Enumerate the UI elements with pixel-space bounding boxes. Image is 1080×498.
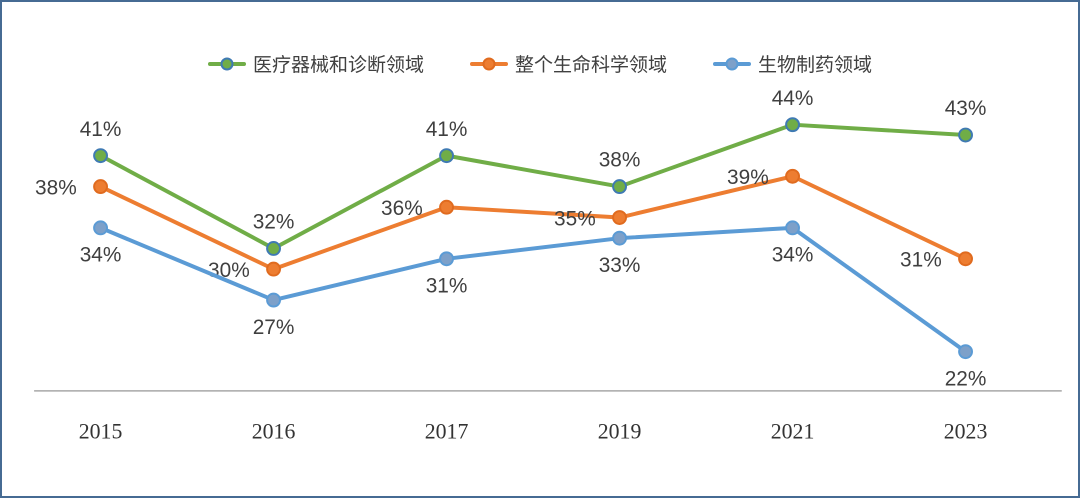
legend-dot-blue-icon xyxy=(725,57,739,70)
x-tick-label-2015: 2015 xyxy=(79,419,123,443)
legend-label-life-sciences: 整个生命科学领域 xyxy=(514,55,667,76)
legend-label-medical-devices: 医疗器械和诊断领域 xyxy=(252,55,424,76)
data-label: 36% xyxy=(381,197,423,220)
data-point-marker-icon xyxy=(439,251,454,267)
data-label: 33% xyxy=(599,254,641,277)
x-tick-label-2016: 2016 xyxy=(252,419,296,443)
data-point-marker-icon xyxy=(93,148,108,164)
data-point-marker-icon xyxy=(266,261,281,277)
series-line-1 xyxy=(98,174,968,272)
data-label: 30% xyxy=(208,259,250,282)
legend-item-biopharma: 生物制药领域 xyxy=(713,50,872,77)
legend-label-biopharma: 生物制药领域 xyxy=(758,55,873,76)
data-label: 38% xyxy=(599,149,641,172)
data-label: 27% xyxy=(253,316,295,339)
series-line-0 xyxy=(98,122,968,251)
x-tick-label-2021: 2021 xyxy=(771,419,815,443)
series-line-2 xyxy=(98,225,968,354)
legend-line-orange-icon xyxy=(469,57,508,70)
x-tick-label-2019: 2019 xyxy=(598,419,642,443)
data-point-marker-icon xyxy=(958,251,973,267)
data-label: 31% xyxy=(426,275,468,298)
data-label: 35% xyxy=(554,207,596,230)
data-label: 41% xyxy=(80,118,122,141)
chart-legend: 医疗器械和诊断领域 整个生命科学领域 生物制药领域 xyxy=(2,50,1078,77)
data-point-marker-icon xyxy=(958,127,973,143)
data-point-marker-icon xyxy=(612,230,627,246)
data-point-marker-icon xyxy=(958,344,973,360)
legend-item-medical-devices: 医疗器械和诊断领域 xyxy=(207,50,424,77)
data-point-marker-icon xyxy=(785,168,800,184)
legend-item-life-sciences: 整个生命科学领域 xyxy=(469,50,667,77)
legend-line-blue-icon xyxy=(713,57,751,70)
data-label: 38% xyxy=(35,177,77,200)
data-label: 31% xyxy=(900,249,942,272)
data-label: 32% xyxy=(253,211,295,234)
data-point-marker-icon xyxy=(785,220,800,236)
data-point-marker-icon xyxy=(612,179,627,195)
legend-dot-orange-icon xyxy=(482,57,496,70)
data-label: 44% xyxy=(772,87,814,110)
data-label: 34% xyxy=(80,244,122,267)
x-tick-label-2023: 2023 xyxy=(944,419,988,443)
data-label: 41% xyxy=(426,118,468,141)
data-point-marker-icon xyxy=(266,241,281,256)
legend-dot-green-icon xyxy=(220,57,234,70)
data-point-marker-icon xyxy=(439,148,454,164)
data-label: 39% xyxy=(727,166,769,189)
legend-line-green-icon xyxy=(207,57,246,70)
data-point-marker-icon xyxy=(785,117,800,133)
data-label: 43% xyxy=(945,97,987,120)
data-point-marker-icon xyxy=(93,220,108,236)
data-point-marker-icon xyxy=(93,179,108,195)
x-tick-label-2017: 2017 xyxy=(425,419,469,443)
data-point-marker-icon xyxy=(439,199,454,215)
data-label: 22% xyxy=(945,367,987,390)
data-point-marker-icon xyxy=(612,210,627,225)
data-point-marker-icon xyxy=(266,292,281,308)
data-label: 34% xyxy=(772,244,814,267)
